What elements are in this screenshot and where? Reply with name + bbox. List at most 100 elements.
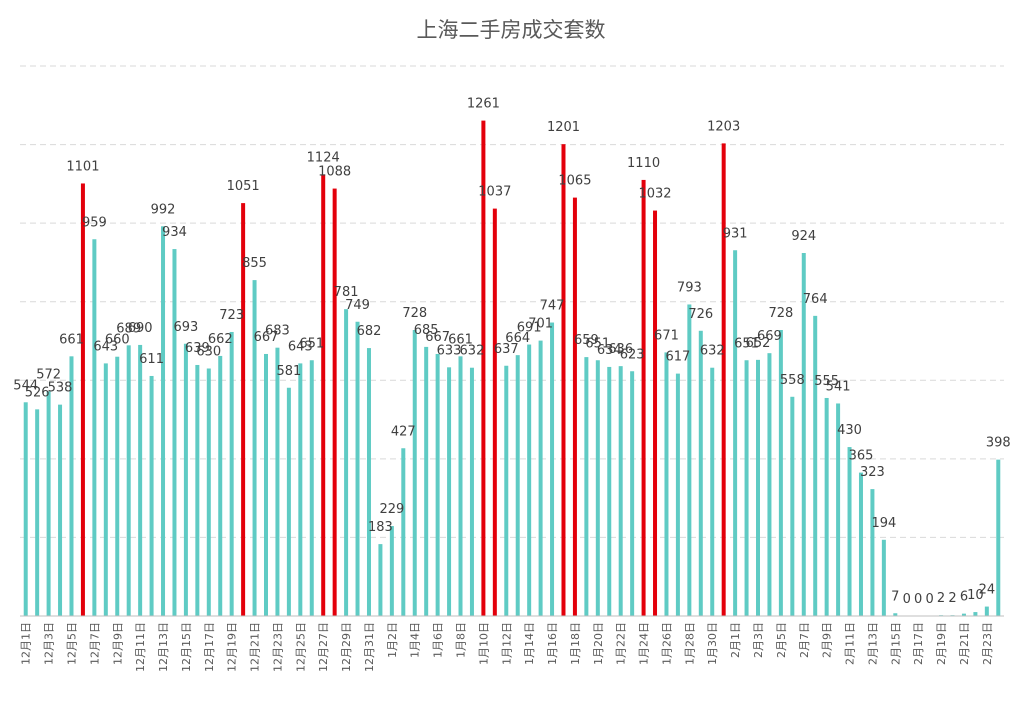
value-label: 664 [505, 331, 530, 346]
bar-1月3日 [401, 448, 406, 616]
bar-1月23日 [630, 371, 635, 616]
bar-12月18日 [218, 355, 223, 616]
value-label: 667 [425, 330, 450, 345]
value-label: 764 [803, 292, 828, 307]
bar-12月1日 [23, 402, 28, 616]
value-label: 934 [162, 225, 187, 240]
x-tick-label: 1月6日 [432, 622, 445, 658]
x-tick-label: 1月2日 [386, 622, 399, 658]
x-tick-label: 12月29日 [340, 622, 353, 672]
x-tick-label: 1月30日 [706, 622, 719, 665]
value-label: 693 [173, 320, 198, 335]
value-label: 365 [849, 449, 874, 464]
x-tick-label: 1月4日 [409, 622, 422, 658]
bar-12月6日 [80, 183, 85, 616]
value-label: 924 [791, 229, 816, 244]
bar-2月9日 [824, 397, 829, 616]
value-label: 558 [780, 373, 805, 388]
x-tick-label: 1月10日 [477, 622, 490, 665]
value-label: 683 [265, 324, 290, 339]
value-label: 690 [128, 321, 153, 336]
bar-12月11日 [138, 344, 143, 616]
bar-12月15日 [183, 343, 188, 616]
bar-1月17日 [561, 144, 566, 616]
value-label: 183 [368, 520, 393, 535]
value-label: 323 [860, 465, 885, 480]
value-label: 637 [494, 342, 519, 357]
value-label: 685 [414, 323, 439, 338]
x-tick-label: 12月1日 [20, 622, 33, 665]
bar-1月1日 [378, 544, 383, 616]
value-label: 1203 [707, 119, 740, 134]
value-label: 398 [986, 436, 1011, 451]
bar-1月4日 [412, 330, 417, 616]
value-label: 1101 [66, 159, 99, 174]
value-label: 643 [93, 339, 118, 354]
x-tick-label: 12月17日 [203, 622, 216, 672]
x-tick-label: 1月16日 [546, 622, 559, 665]
x-tick-label: 1月8日 [455, 622, 468, 658]
value-label: 633 [437, 343, 462, 358]
value-label: 541 [826, 379, 851, 394]
value-label: 689 [116, 321, 141, 336]
bar-12月19日 [229, 331, 234, 616]
x-tick-label: 12月19日 [226, 622, 239, 672]
x-tick-label: 12月5日 [65, 622, 78, 665]
bar-1月13日 [515, 355, 520, 616]
x-tick-label: 2月21日 [958, 622, 971, 665]
value-label: 630 [196, 345, 221, 360]
bar-12月10日 [126, 345, 131, 616]
x-tick-label: 2月19日 [935, 622, 948, 665]
value-label: 728 [402, 306, 427, 321]
value-label: 24 [979, 583, 996, 598]
bar-2月13日 [870, 489, 875, 616]
value-label: 661 [448, 332, 473, 347]
value-label: 661 [59, 332, 84, 347]
value-label: 701 [528, 317, 553, 332]
bar-1月18日 [572, 197, 577, 616]
bar-2月12日 [858, 472, 863, 616]
value-label: 639 [185, 341, 210, 356]
value-label: 671 [654, 328, 679, 343]
value-label: 2 [937, 591, 945, 606]
value-label: 1201 [547, 120, 580, 135]
bar-2月2日 [744, 360, 749, 616]
bar-1月9日 [469, 367, 474, 616]
value-label: 538 [48, 381, 73, 396]
bar-12月30日 [355, 321, 360, 616]
x-tick-label: 2月7日 [798, 622, 811, 658]
bar-2月5日 [778, 330, 783, 616]
x-tick-label: 2月13日 [866, 622, 879, 665]
x-tick-label: 1月28日 [683, 622, 696, 665]
value-label: 669 [757, 329, 782, 344]
value-label: 617 [665, 350, 690, 365]
x-tick-label: 2月1日 [729, 622, 742, 658]
value-label: 1051 [227, 179, 260, 194]
bar-1月2日 [389, 526, 394, 616]
x-tick-label: 12月7日 [88, 622, 101, 665]
value-label: 691 [517, 321, 542, 336]
x-tick-label: 1月22日 [615, 622, 628, 665]
x-tick-label: 2月5日 [775, 622, 788, 658]
bar-1月7日 [447, 367, 452, 616]
bar-2月6日 [790, 396, 795, 616]
bar-2月11日 [847, 447, 852, 616]
value-label: 931 [723, 226, 748, 241]
bar-1月28日 [687, 304, 692, 616]
x-tick-label: 1月18日 [569, 622, 582, 665]
bar-12月2日 [35, 409, 40, 616]
value-label: 1088 [318, 165, 351, 180]
bar-12月9日 [115, 356, 120, 616]
value-label: 959 [82, 215, 107, 230]
bar-2月23日 [984, 606, 989, 616]
value-label: 544 [13, 378, 38, 393]
value-label: 651 [299, 336, 324, 351]
value-label: 229 [379, 502, 404, 517]
bar-1月21日 [607, 366, 612, 616]
chart-title: 上海二手房成交套数 [416, 18, 606, 42]
x-tick-label: 2月3日 [752, 622, 765, 658]
x-axis-ticks: 12月1日 12月3日 12月5日 12月7日 12月9日 12月11日 12月13日 12月… [20, 622, 994, 672]
bar-12月28日 [332, 188, 337, 617]
bar-1月26日 [664, 352, 669, 616]
bar-2月8日 [813, 315, 818, 616]
